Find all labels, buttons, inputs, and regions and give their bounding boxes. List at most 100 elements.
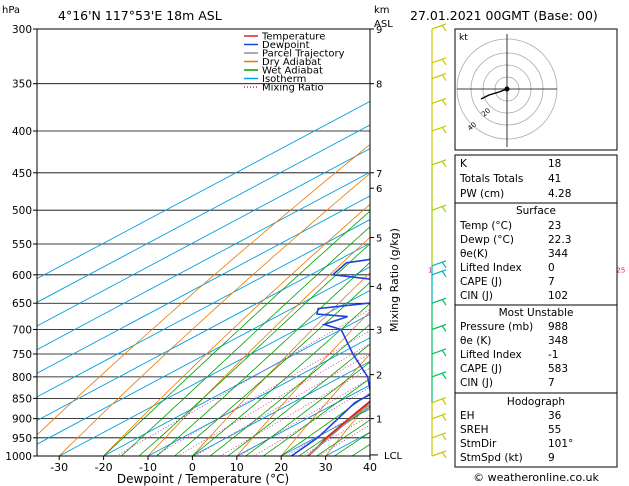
dry-adiabat-line xyxy=(58,172,370,456)
dry-adiabat-line xyxy=(325,401,370,456)
datetime-title: 27.01.2021 00GMT (Base: 00) xyxy=(410,8,598,23)
surface-label: θe(K) xyxy=(460,248,488,260)
km-tick-label: 2 xyxy=(376,371,382,382)
hodo-value: 9 xyxy=(548,452,555,464)
isotherm-line xyxy=(37,124,370,303)
wind-barb xyxy=(431,73,447,80)
wind-barb xyxy=(431,432,447,439)
hodograph-unit: kt xyxy=(459,33,468,43)
index-label: PW (cm) xyxy=(460,188,504,200)
pressure-tick-label: 500 xyxy=(12,205,32,217)
index-value: 18 xyxy=(548,158,561,170)
temperature-tick-label: -30 xyxy=(50,461,68,474)
surface-value: 0 xyxy=(548,262,555,274)
hodo-value: 36 xyxy=(548,410,562,422)
surface-value: 102 xyxy=(548,290,568,302)
most-unstable-title: Most Unstable xyxy=(499,307,574,319)
wind-barb xyxy=(431,348,447,355)
wind-barb-flag xyxy=(441,261,447,269)
temperature-tick-label: 10 xyxy=(230,461,244,474)
mixing-ratio-line xyxy=(220,367,370,456)
pressure-tick-label: 900 xyxy=(12,414,32,426)
pressure-tick-label: 850 xyxy=(12,393,32,405)
mixing-ratio-label: 25 xyxy=(616,266,625,274)
isotherm-line xyxy=(37,171,370,351)
mu-label: Lifted Index xyxy=(460,349,522,361)
hodograph-rings xyxy=(456,34,558,147)
temperature-line xyxy=(307,400,370,456)
hodo-value: 55 xyxy=(548,424,561,436)
legend-entry: Parcel Trajectory xyxy=(262,49,345,60)
temperature-tick-label: -20 xyxy=(95,461,113,474)
index-label: Totals Totals xyxy=(459,173,523,185)
wind-barb xyxy=(431,204,447,211)
wind-barb xyxy=(431,57,447,64)
dry-adiabat-line xyxy=(280,353,370,456)
wind-barb xyxy=(431,269,447,276)
mu-label: CIN (J) xyxy=(460,377,493,389)
wind-barb-flag xyxy=(441,74,447,81)
surface-value: 344 xyxy=(548,248,568,260)
mu-label: CAPE (J) xyxy=(460,363,502,375)
isotherm-line xyxy=(37,242,370,422)
pressure-tick-label: 400 xyxy=(12,126,32,138)
wind-barb xyxy=(431,260,447,267)
isotherm-line xyxy=(37,100,370,280)
isotherm-line xyxy=(58,289,370,456)
location-title: 4°16'N 117°53'E 18m ASL xyxy=(58,8,222,23)
pressure-tick-label: 950 xyxy=(12,433,32,445)
temperature-tick-label: 40 xyxy=(363,461,377,474)
hodograph: kt 20 40 xyxy=(454,28,618,151)
index-value: 41 xyxy=(548,173,561,185)
mu-value: -1 xyxy=(548,349,558,361)
hodograph-ring-label-40: 40 xyxy=(466,121,478,133)
wind-barb-flag xyxy=(441,205,447,213)
wind-barb xyxy=(431,159,447,166)
dry-adiabat-line xyxy=(37,143,370,436)
mu-value: 7 xyxy=(548,377,555,389)
surface-label: Temp (°C) xyxy=(459,220,512,232)
dry-adiabat-line xyxy=(192,272,370,456)
pressure-tick-label: 650 xyxy=(12,298,32,310)
plot-frame xyxy=(36,28,371,457)
hodo-label: SREH xyxy=(460,424,489,436)
pressure-tick-label: 700 xyxy=(12,325,32,337)
hpa-label: hPa xyxy=(2,5,20,16)
profile-lines xyxy=(290,258,370,456)
km-tick-label: 5 xyxy=(376,233,382,244)
wet-adiabat-line xyxy=(103,210,370,456)
wind-barb xyxy=(431,23,447,30)
wind-barbs xyxy=(431,23,447,459)
hodograph-table-title: Hodograph xyxy=(507,396,565,408)
mu-value: 583 xyxy=(548,363,568,375)
temperature-tick-label: 30 xyxy=(319,461,333,474)
km-tick-label: 7 xyxy=(376,169,382,180)
asl-label: ASL xyxy=(374,19,393,30)
wet-adiabat-line xyxy=(263,377,370,456)
dry-adiabat-line xyxy=(103,203,370,456)
plot-background xyxy=(37,29,370,456)
isotherm-line xyxy=(37,148,370,327)
parcel-trajectory-line xyxy=(307,403,370,456)
wind-barb xyxy=(431,97,447,104)
credit-text: © weatheronline.co.uk xyxy=(473,471,599,484)
surface-title: Surface xyxy=(516,205,556,217)
wind-barb-flag xyxy=(441,398,447,405)
surface-value: 7 xyxy=(548,276,555,288)
mu-label: θe (K) xyxy=(460,335,491,347)
legend-entry: Mixing Ratio xyxy=(262,83,324,94)
most-unstable-frame xyxy=(454,304,618,394)
wind-barb-flag xyxy=(441,349,447,357)
surface-label: CAPE (J) xyxy=(460,276,502,288)
wind-barb-flag xyxy=(441,24,447,32)
wind-barb-flag xyxy=(441,126,447,134)
wet-adiabat-line xyxy=(245,361,370,456)
mixing-ratio-line xyxy=(116,309,370,456)
mu-value: 988 xyxy=(548,321,568,333)
km-label: km xyxy=(374,5,390,16)
wind-barb xyxy=(431,396,447,404)
wind-barb-flag xyxy=(441,99,447,106)
axes: 1234681016202530035040045050055060065070… xyxy=(5,24,625,474)
temperature-tick-label: 20 xyxy=(274,461,288,474)
